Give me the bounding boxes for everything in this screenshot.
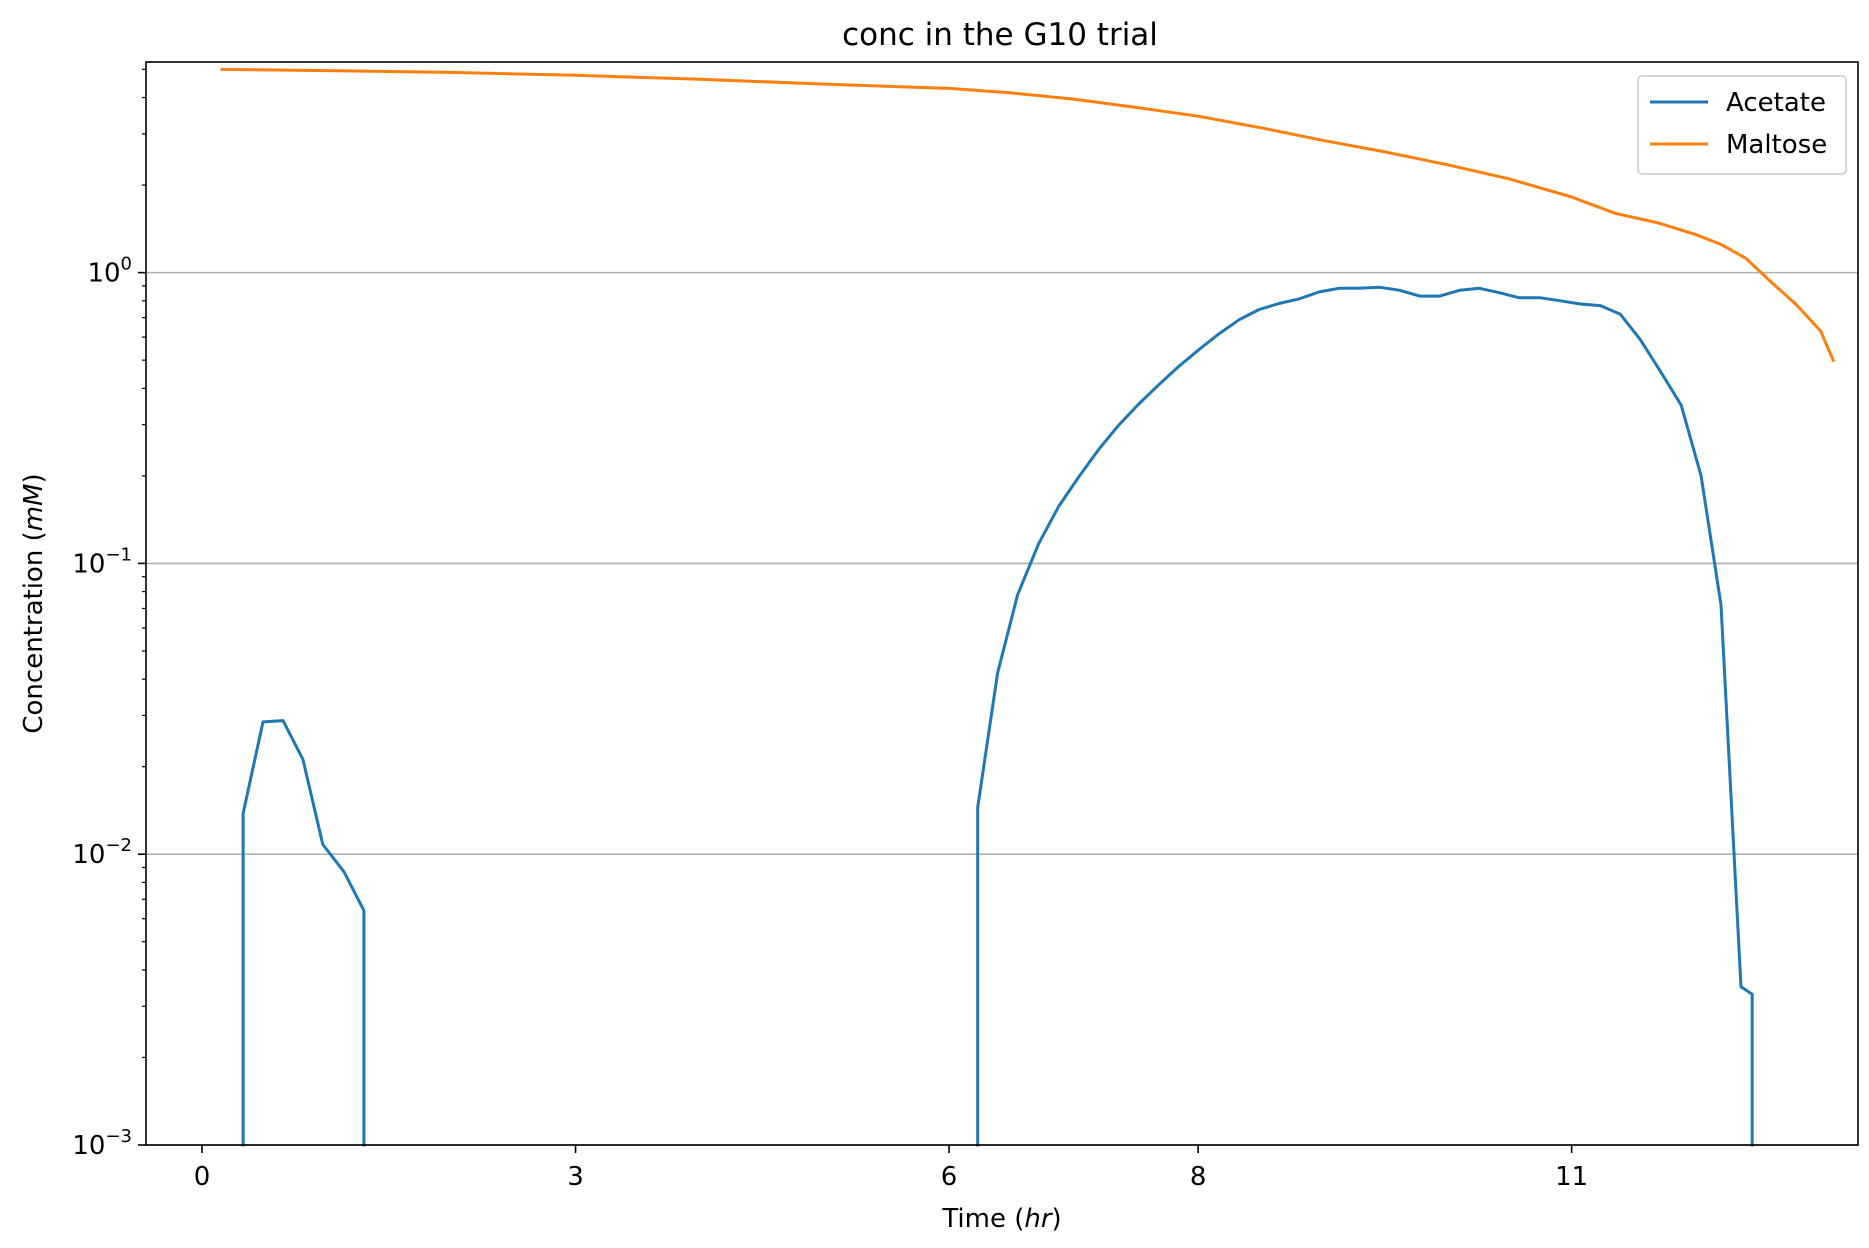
y-tick-label: 10−1 xyxy=(72,544,132,579)
y-tick-label: 100 xyxy=(87,254,132,289)
legend-label-acetate: Acetate xyxy=(1726,88,1826,118)
series-layer xyxy=(220,67,1836,1147)
x-tick-label: 8 xyxy=(1190,1162,1207,1192)
series-line-acetate xyxy=(241,719,366,1147)
chart-title: conc in the G10 trial xyxy=(842,17,1158,53)
legend: Acetate Maltose xyxy=(1637,75,1847,175)
x-axis-label-prefix: Time ( xyxy=(941,1204,1024,1234)
y-tick-label: 10−3 xyxy=(72,1126,132,1161)
plot-area xyxy=(145,61,1859,1147)
x-axis-label: Time (hr) xyxy=(941,1204,1061,1234)
legend-label-maltose: Maltose xyxy=(1726,130,1827,160)
y-axis: 10−3 10−2 10−1 100 xyxy=(72,68,146,1161)
y-axis-label-prefix: Concentration ( xyxy=(19,531,49,733)
y-axis-label-unit: mM xyxy=(19,484,49,532)
y-axis-label: Concentration (mM) xyxy=(19,473,49,733)
x-tick-label: 11 xyxy=(1555,1162,1588,1192)
x-tick-label: 3 xyxy=(567,1162,584,1192)
plot-frame xyxy=(145,61,1859,1146)
x-axis-label-unit: hr xyxy=(1024,1204,1053,1234)
plot-background xyxy=(146,62,1858,1145)
series-line-acetate xyxy=(976,285,1754,1147)
x-axis-label-suffix: ) xyxy=(1052,1204,1062,1234)
x-tick-label: 0 xyxy=(194,1162,211,1192)
x-tick-label: 6 xyxy=(941,1162,958,1192)
x-axis: 0 3 6 8 11 xyxy=(194,1145,1588,1192)
y-axis-label-suffix: ) xyxy=(19,473,49,483)
y-tick-label: 10−2 xyxy=(72,835,132,870)
series-line-maltose xyxy=(220,67,1836,363)
